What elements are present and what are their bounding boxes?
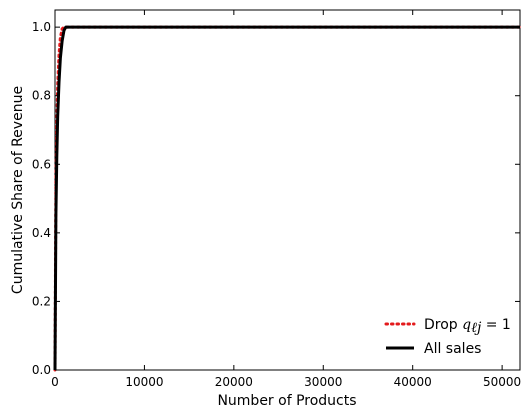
series-line-all-sales: [53, 25, 520, 371]
x-tick-label: 30000: [304, 375, 342, 389]
x-tick-label: 50000: [483, 375, 521, 389]
y-tick-label: 1.0: [32, 20, 51, 34]
x-axis-ticks: 0 10000 20000 30000 40000 50000: [51, 10, 521, 389]
legend-label-drop: Drop qℓj = 1: [424, 317, 511, 336]
y-tick-label: 0.0: [32, 363, 51, 377]
legend: Drop qℓj = 1 All sales: [384, 317, 511, 357]
y-tick-label: 0.6: [32, 157, 51, 171]
x-tick-label: 20000: [215, 375, 253, 389]
x-tick-label: 40000: [394, 375, 432, 389]
x-tick-label: 0: [51, 375, 59, 389]
y-tick-label: 0.4: [32, 226, 51, 240]
y-axis-ticks: 0.0 0.2 0.4 0.6 0.8 1.0: [32, 20, 520, 377]
plot-frame: [54, 9, 521, 371]
plot-area: [53, 9, 522, 372]
y-tick-label: 0.2: [32, 294, 51, 308]
y-axis-label: Cumulative Share of Revenue: [10, 86, 26, 294]
x-axis-label: Number of Products: [217, 393, 356, 408]
legend-label-all-sales: All sales: [424, 341, 481, 357]
y-tick-label: 0.8: [32, 89, 51, 103]
x-tick-label: 10000: [125, 375, 163, 389]
